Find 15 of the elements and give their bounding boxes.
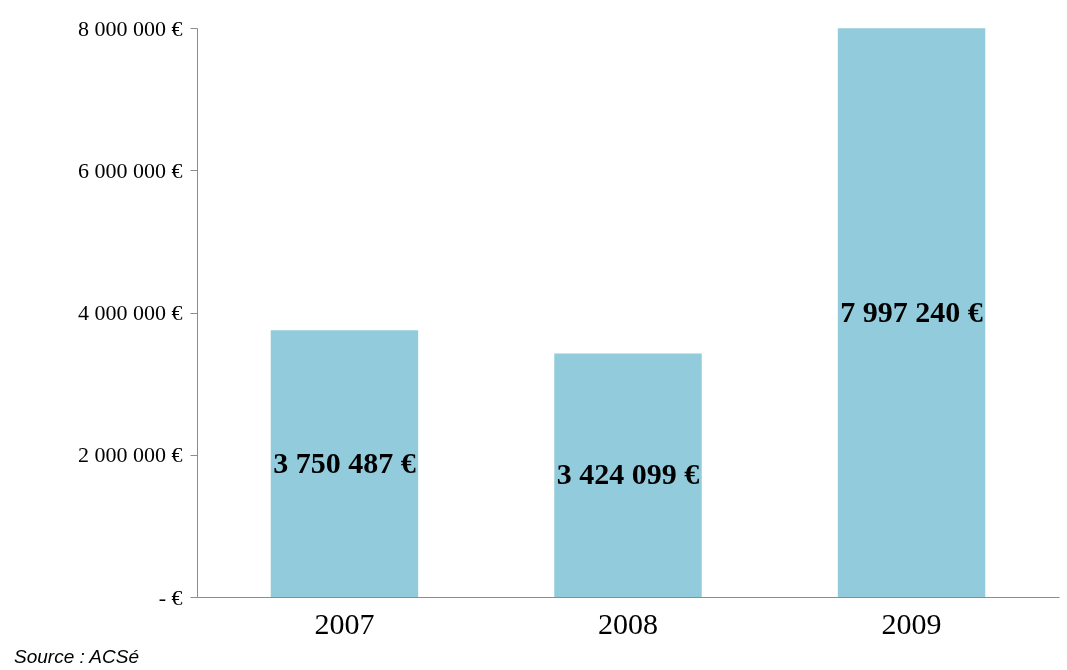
source-note: Source : ACSé <box>14 646 139 668</box>
x-tick-label: 2009 <box>881 606 942 640</box>
y-tick-label: 4 000 000 € <box>78 300 183 325</box>
bar <box>837 28 986 597</box>
bar <box>554 353 702 597</box>
y-tick-label: 2 000 000 € <box>78 442 183 468</box>
y-tick-label: 6 000 000 € <box>78 157 183 183</box>
y-tick-label: 8 000 000 € <box>78 15 183 41</box>
data-label: 3 750 487 € <box>273 445 416 479</box>
y-tick-label: - € <box>158 584 183 610</box>
bar <box>270 330 419 597</box>
x-tick-label: 2008 <box>598 606 658 640</box>
x-tick-label: 2007 <box>314 606 375 640</box>
data-label: 7 997 240 € <box>840 294 983 328</box>
data-label: 3 424 099 € <box>556 457 700 491</box>
